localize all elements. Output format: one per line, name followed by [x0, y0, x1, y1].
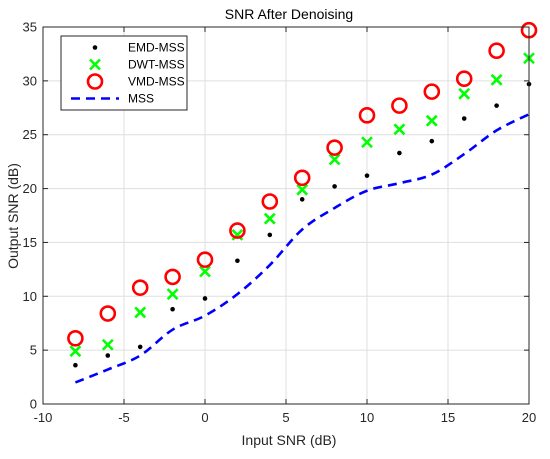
x-marker-stroke — [231, 228, 244, 241]
data-point-emd-mss — [235, 258, 240, 264]
axis-ticks: -10 -5 0 5 10 15 20 0 5 10 15 20 25 30 35 — [23, 20, 537, 426]
legend-swatch — [89, 58, 101, 71]
legend-box — [60, 35, 188, 111]
x-marker-stroke — [393, 123, 406, 136]
legend-swatch — [92, 45, 98, 50]
legend-item-mss: MSS — [71, 92, 154, 106]
legend-label: MSS — [128, 92, 154, 106]
x-tick-label: 5 — [282, 410, 289, 425]
series-layer — [67, 21, 538, 384]
data-point-dwt-mss — [199, 265, 211, 278]
data-point-dwt-mss — [263, 212, 276, 225]
legend-label: EMD-MSS — [128, 41, 185, 55]
legend-item-emd-mss: EMD-MSS — [92, 41, 185, 55]
data-point-vmd-mss — [67, 329, 84, 347]
data-point-emd-mss — [202, 296, 208, 301]
data-point-dwt-mss — [425, 114, 438, 127]
data-point-vmd-mss — [358, 107, 376, 124]
x-marker-stroke — [361, 136, 373, 149]
data-point-dwt-mss — [296, 183, 309, 196]
data-point-emd-mss — [461, 116, 467, 121]
data-point-emd-mss — [397, 150, 402, 156]
data-point-vmd-mss — [391, 97, 408, 114]
data-point-emd-mss — [299, 197, 305, 202]
data-point-emd-mss — [137, 344, 143, 350]
series-dwt-mss — [69, 52, 535, 358]
data-point-dwt-mss — [69, 345, 82, 358]
data-point-vmd-mss — [423, 83, 441, 100]
data-point-vmd-mss — [293, 169, 311, 187]
x-marker-stroke — [101, 338, 114, 351]
x-tick-label: -10 — [34, 410, 53, 425]
x-marker-stroke — [69, 345, 82, 358]
data-point-dwt-mss — [166, 288, 179, 301]
data-point-emd-mss — [494, 103, 499, 108]
legend-label: VMD-MSS — [128, 75, 185, 89]
y-tick-label: 35 — [23, 20, 37, 35]
x-tick-label: 20 — [522, 410, 536, 425]
data-point-dwt-mss — [101, 338, 114, 351]
series-emd-mss — [73, 81, 532, 368]
data-point-dwt-mss — [328, 153, 341, 166]
x-marker-stroke — [458, 87, 471, 100]
x-marker-stroke — [263, 212, 276, 225]
data-point-vmd-mss — [164, 268, 181, 286]
y-tick-label: 10 — [23, 289, 37, 304]
data-point-emd-mss — [73, 362, 78, 368]
x-marker-stroke — [199, 265, 211, 278]
data-point-emd-mss — [267, 232, 273, 238]
data-point-emd-mss — [105, 353, 111, 358]
data-point-vmd-mss — [455, 70, 473, 88]
series-line-mss — [74, 113, 530, 384]
data-point-vmd-mss — [131, 279, 149, 296]
series-mss — [74, 113, 530, 384]
x-axis-title: Input SNR (dB) — [242, 432, 337, 448]
x-marker-stroke — [166, 288, 179, 301]
y-tick-label: 25 — [23, 127, 37, 142]
data-point-emd-mss — [332, 184, 337, 189]
y-tick-label: 30 — [23, 73, 37, 88]
data-point-vmd-mss — [488, 42, 505, 59]
x-marker-stroke — [328, 153, 341, 166]
data-point-dwt-mss — [393, 123, 406, 136]
y-tick-label: 0 — [30, 397, 37, 412]
data-point-dwt-mss — [231, 228, 244, 241]
x-marker-stroke — [490, 73, 503, 86]
legend-item-dwt-mss: DWT-MSS — [89, 58, 185, 72]
y-tick-label: 5 — [30, 343, 37, 358]
data-point-vmd-mss — [229, 222, 246, 239]
data-point-dwt-mss — [490, 73, 503, 86]
legend-label: DWT-MSS — [128, 58, 185, 72]
data-point-emd-mss — [170, 306, 175, 312]
legend-item-vmd-mss: VMD-MSS — [86, 73, 185, 90]
legend-swatch — [86, 73, 104, 90]
data-point-dwt-mss — [458, 87, 471, 100]
x-marker-stroke — [296, 183, 309, 196]
y-axis-title: Output SNR (dB) — [5, 163, 21, 269]
data-point-vmd-mss — [196, 251, 214, 268]
data-point-dwt-mss — [134, 306, 147, 319]
x-tick-label: -5 — [118, 410, 130, 425]
x-tick-label: 10 — [360, 410, 374, 425]
x-marker-stroke — [425, 114, 438, 127]
data-point-vmd-mss — [261, 193, 279, 210]
y-tick-label: 15 — [23, 235, 37, 250]
x-marker-stroke — [134, 306, 147, 319]
data-point-dwt-mss — [361, 136, 373, 149]
chart-title: SNR After Denoising — [225, 6, 353, 22]
x-tick-label: 15 — [441, 410, 455, 425]
data-point-vmd-mss — [99, 305, 117, 322]
data-point-vmd-mss — [326, 139, 343, 156]
x-tick-label: 0 — [201, 410, 208, 425]
data-point-emd-mss — [429, 138, 435, 144]
series-vmd-mss — [67, 21, 538, 347]
x-marker-stroke — [89, 58, 101, 71]
data-point-emd-mss — [364, 173, 370, 178]
legend: EMD-MSS DWT-MSS VMD-MSS MSS — [60, 35, 188, 111]
y-tick-label: 20 — [23, 181, 37, 196]
